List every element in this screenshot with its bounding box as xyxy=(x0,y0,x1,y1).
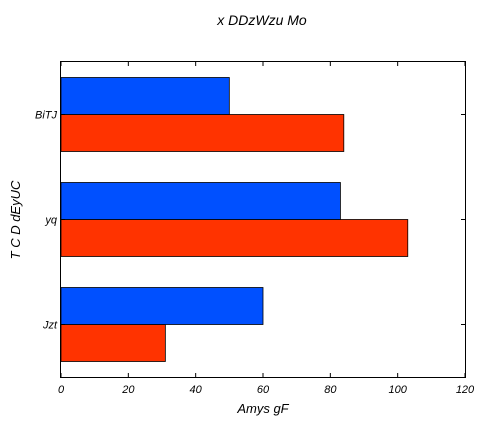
bar-jzt-series-2 xyxy=(60,287,264,325)
bar-yq-series-1 xyxy=(60,219,409,257)
y-tick-label: Jzt xyxy=(42,320,58,332)
x-tick-label: 0 xyxy=(58,384,65,396)
y-tick-label: BiTJ xyxy=(35,110,58,122)
bar-bitj-series-1 xyxy=(60,114,345,152)
bar-jzt-series-1 xyxy=(60,324,166,362)
x-tick-label: 120 xyxy=(456,384,475,396)
plot-area xyxy=(60,61,466,378)
x-tick-label: 100 xyxy=(388,384,407,396)
y-axis-label: T C D dEyUC xyxy=(8,180,23,259)
x-tick-label: 80 xyxy=(324,384,337,396)
ticks-group: Jzt yq BiTJ 0 20 40 60 80 100 120 xyxy=(35,62,475,396)
bar-bitj-series-2 xyxy=(60,77,230,115)
y-tick-label: yq xyxy=(44,215,58,227)
chart-title: x DDzWzu Mo xyxy=(216,12,307,28)
bar-yq-series-2 xyxy=(60,182,341,220)
x-tick-label: 60 xyxy=(257,384,270,396)
x-axis-label: Amys gF xyxy=(236,401,289,416)
bars-group xyxy=(60,77,409,362)
x-tick-label: 20 xyxy=(121,384,135,396)
x-tick-label: 40 xyxy=(190,384,203,396)
